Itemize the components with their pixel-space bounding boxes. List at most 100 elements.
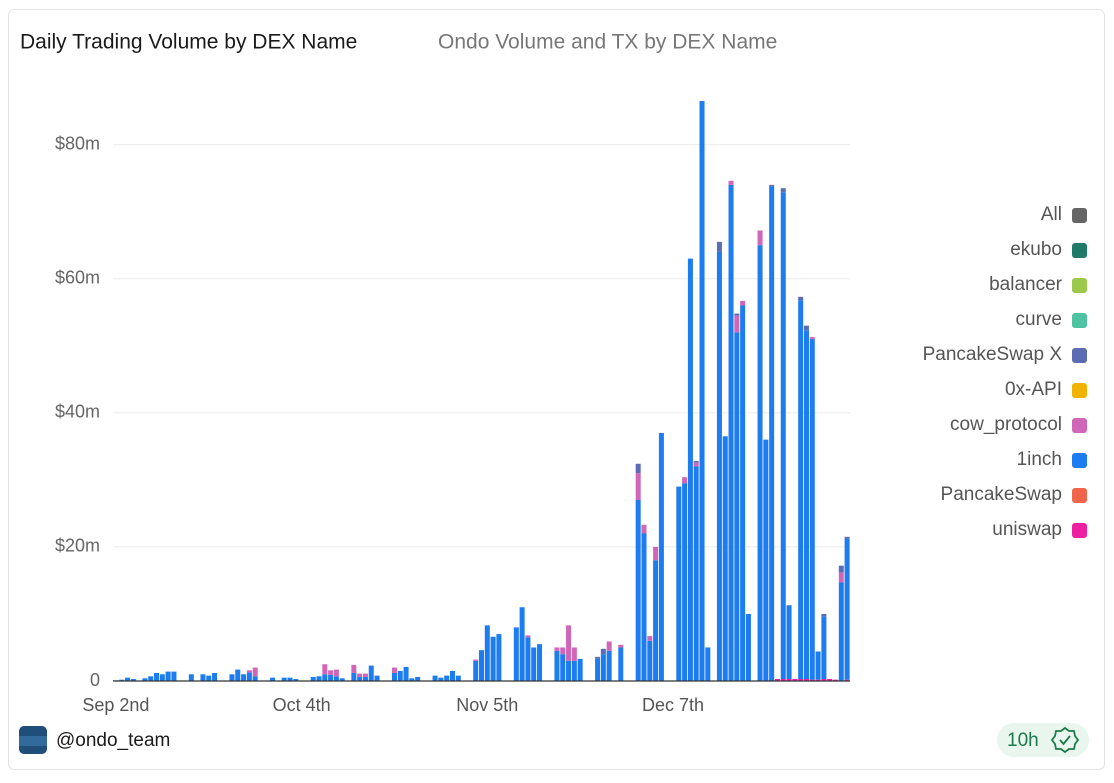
legend-label[interactable]: balancer (989, 274, 1063, 295)
bar-segment (682, 483, 688, 681)
bar-segment (490, 636, 496, 681)
bar-segment (705, 647, 711, 681)
bar-segment (600, 648, 606, 655)
bar-segment (432, 675, 438, 681)
legend-label[interactable]: curve (1016, 309, 1062, 330)
y-tick-label: $40m (55, 402, 100, 422)
bar-segment (600, 654, 606, 681)
y-tick-label: $60m (55, 267, 100, 287)
legend-label[interactable]: uniswap (992, 519, 1062, 540)
bar-segment (316, 676, 322, 681)
bar-segment (281, 677, 287, 681)
author[interactable]: @ondo_team (56, 730, 170, 751)
bar-segment (798, 300, 804, 679)
bar-segment (844, 679, 850, 681)
bar-segment (241, 674, 247, 681)
bar-segment (693, 462, 699, 467)
bar-segment (525, 635, 531, 638)
legend-swatch (1072, 278, 1087, 293)
legend-label[interactable]: PancakeSwap X (923, 344, 1063, 365)
bar-segment (786, 678, 792, 681)
legend-swatch (1072, 418, 1087, 433)
bar-segment (438, 677, 444, 681)
bar-segment (322, 664, 328, 675)
age: 10h (1007, 730, 1039, 751)
bar-segment (571, 647, 577, 661)
bar-segment (206, 675, 212, 681)
bar-segment (780, 678, 786, 681)
bar-segment (525, 637, 531, 681)
bar-segment (757, 230, 763, 246)
bar-segment (699, 101, 705, 681)
legend-label[interactable]: 0x-API (1005, 379, 1062, 400)
legend-label[interactable]: ekubo (1010, 239, 1062, 260)
bar-segment (647, 640, 653, 681)
legend-label[interactable]: All (1041, 204, 1062, 225)
card-border (8, 9, 1105, 770)
bar-segment (496, 634, 502, 681)
legend-swatch (1072, 313, 1087, 328)
bar-segment (827, 678, 833, 681)
x-tick-label: Oct 4th (273, 695, 331, 715)
bar-segment (159, 674, 165, 681)
bar-segment (130, 678, 136, 681)
legend-swatch (1072, 208, 1087, 223)
bar-segment (803, 330, 809, 679)
bar-segment (618, 647, 624, 681)
bar-segment (722, 436, 728, 681)
bar-segment (444, 675, 450, 681)
avatar-shade (19, 736, 47, 746)
bar-segment (484, 625, 490, 681)
bar-segment (641, 524, 647, 534)
bar-segment (740, 300, 746, 306)
bar-segment (809, 679, 815, 681)
verified-icon (1050, 726, 1080, 754)
bar-segment (165, 671, 171, 681)
bar-segment (560, 647, 566, 655)
bar-segment (809, 339, 815, 680)
bar-segment (798, 678, 804, 681)
legend-label[interactable]: cow_protocol (950, 414, 1062, 435)
bar-segment (397, 670, 403, 681)
bar-segment (734, 315, 740, 333)
bar-segment (786, 605, 792, 679)
bar-segment (235, 669, 241, 681)
bar-segment (119, 679, 125, 681)
bar-segment (229, 674, 235, 681)
legend-label[interactable]: 1inch (1017, 449, 1062, 470)
bar-segment (351, 664, 357, 673)
bar-segment (693, 461, 699, 463)
bar-segment (734, 313, 740, 316)
bar-segment (154, 672, 160, 681)
y-tick-label: $20m (55, 536, 100, 556)
bar-segment (740, 305, 746, 681)
bar-segment (333, 676, 339, 681)
bar-segment (618, 644, 624, 648)
legend-label[interactable]: PancakeSwap (941, 484, 1062, 505)
bar-segment (577, 658, 583, 681)
bar-segment (844, 538, 850, 680)
bar-segment (409, 678, 415, 681)
legend-swatch (1072, 488, 1087, 503)
bar-segment (357, 676, 363, 681)
x-tick-label: Sep 2nd (82, 695, 149, 715)
bar-segment (815, 679, 821, 681)
bar-segment (635, 473, 641, 500)
bar-segment (333, 669, 339, 677)
bar-segment (148, 676, 154, 681)
bar-segment (757, 245, 763, 682)
bar-segment (554, 650, 560, 681)
bar-segment (391, 672, 397, 681)
legend-swatch (1072, 348, 1087, 363)
bar-segment (595, 656, 601, 659)
bar-segment (838, 572, 844, 583)
bar-segment (351, 672, 357, 681)
bar-segment (838, 582, 844, 681)
bar-segment (537, 644, 543, 681)
bar-segment (728, 180, 734, 185)
bar-segment (763, 439, 769, 681)
bar-segment (478, 650, 485, 681)
bar-segment (728, 184, 734, 681)
